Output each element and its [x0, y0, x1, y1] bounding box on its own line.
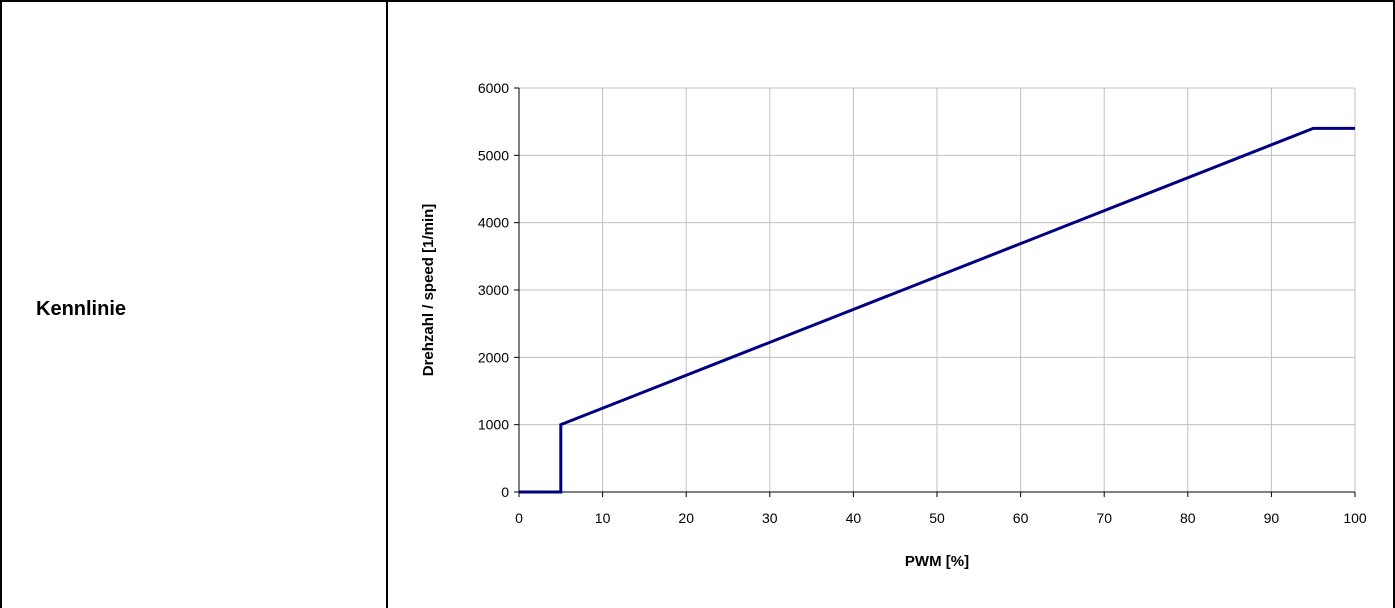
data-series [519, 126, 1355, 494]
y-tick-label-1000: 1000 [478, 417, 509, 433]
x-tick-label-90: 90 [1264, 510, 1280, 526]
x-tick-label-20: 20 [678, 510, 694, 526]
y-tick-label-5000: 5000 [478, 147, 509, 163]
x-tick-label-70: 70 [1096, 510, 1112, 526]
grid-lines [519, 87, 1356, 492]
y-tick-labels: 0 1000 2000 3000 4000 5000 6000 [478, 80, 509, 500]
speed-pwm-chart: 0 10 20 30 40 50 60 70 80 90 100 0 1000 2000 3000 4000… [420, 80, 1367, 570]
axes [514, 87, 1356, 497]
x-tick-label-10: 10 [595, 510, 611, 526]
y-tick-label-6000: 6000 [478, 80, 509, 96]
table-column-divider [386, 0, 388, 608]
x-axis-title: PWM [%] [905, 553, 969, 570]
row-label-kennlinie: Kennlinie [36, 298, 127, 320]
series-line-0 [519, 126, 1355, 494]
y-axis-title: Drehzahl / speed [1/min] [420, 204, 437, 377]
x-tick-label-30: 30 [762, 510, 778, 526]
x-tick-label-0: 0 [515, 510, 523, 526]
x-tick-label-40: 40 [846, 510, 862, 526]
y-tick-label-2000: 2000 [478, 349, 509, 365]
x-tick-label-100: 100 [1343, 510, 1367, 526]
x-tick-label-80: 80 [1180, 510, 1196, 526]
x-tick-label-50: 50 [929, 510, 945, 526]
y-tick-label-3000: 3000 [478, 282, 509, 298]
y-tick-label-0: 0 [501, 484, 509, 500]
x-tick-label-60: 60 [1013, 510, 1029, 526]
y-tick-label-4000: 4000 [478, 215, 509, 231]
x-tick-labels: 0 10 20 30 40 50 60 70 80 90 100 [515, 510, 1367, 526]
